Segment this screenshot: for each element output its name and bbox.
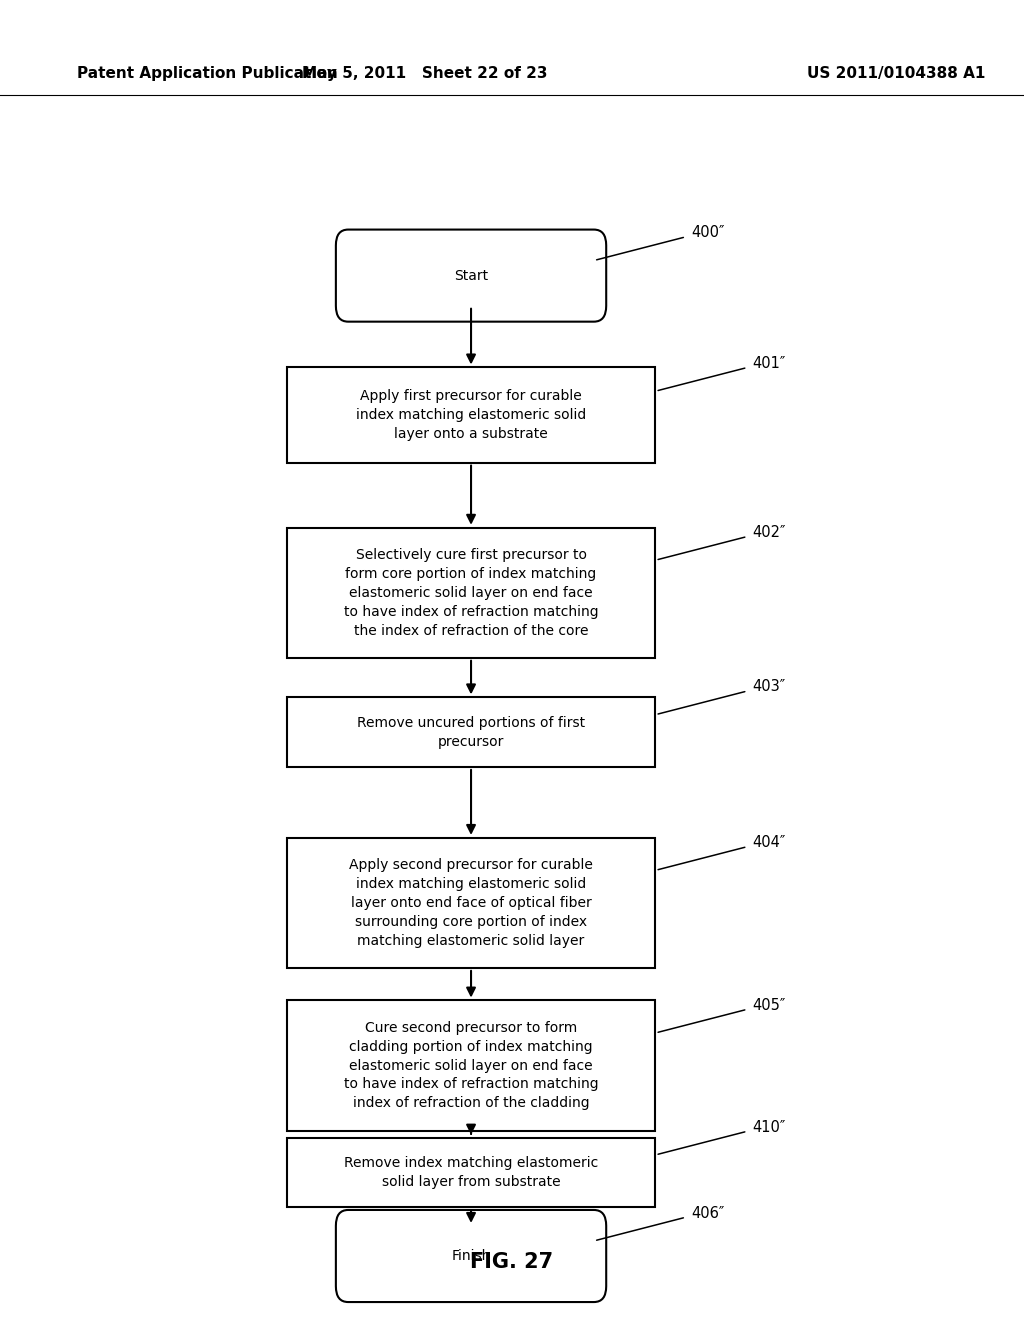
Text: FIG. 27: FIG. 27: [470, 1251, 554, 1272]
Text: Patent Application Publication: Patent Application Publication: [77, 66, 338, 82]
Text: May 5, 2011   Sheet 22 of 23: May 5, 2011 Sheet 22 of 23: [302, 66, 548, 82]
Text: 406″: 406″: [691, 1205, 725, 1221]
Bar: [287, 367, 655, 462]
Text: Remove index matching elastomeric
solid layer from substrate: Remove index matching elastomeric solid …: [344, 1156, 598, 1189]
Text: 410″: 410″: [753, 1119, 786, 1135]
Text: Selectively cure first precursor to
form core portion of index matching
elastome: Selectively cure first precursor to form…: [344, 548, 598, 638]
Text: 405″: 405″: [753, 998, 786, 1012]
Text: 403″: 403″: [753, 680, 785, 694]
Text: 402″: 402″: [753, 525, 786, 540]
Text: 404″: 404″: [753, 836, 786, 850]
FancyBboxPatch shape: [336, 1210, 606, 1302]
Bar: [287, 1138, 655, 1208]
Text: Apply first precursor for curable
index matching elastomeric solid
layer onto a : Apply first precursor for curable index …: [356, 389, 586, 441]
Text: 400″: 400″: [691, 226, 725, 240]
Text: Finish: Finish: [452, 1249, 490, 1263]
FancyBboxPatch shape: [336, 230, 606, 322]
Bar: [287, 1001, 655, 1130]
Text: 401″: 401″: [753, 356, 786, 371]
Text: US 2011/0104388 A1: US 2011/0104388 A1: [807, 66, 985, 82]
Text: Apply second precursor for curable
index matching elastomeric solid
layer onto e: Apply second precursor for curable index…: [349, 858, 593, 948]
Bar: [287, 528, 655, 657]
Text: Cure second precursor to form
cladding portion of index matching
elastomeric sol: Cure second precursor to form cladding p…: [344, 1020, 598, 1110]
Bar: [287, 697, 655, 767]
Text: Start: Start: [454, 268, 488, 282]
Text: Remove uncured portions of first
precursor: Remove uncured portions of first precurs…: [357, 715, 585, 748]
Bar: [287, 838, 655, 968]
